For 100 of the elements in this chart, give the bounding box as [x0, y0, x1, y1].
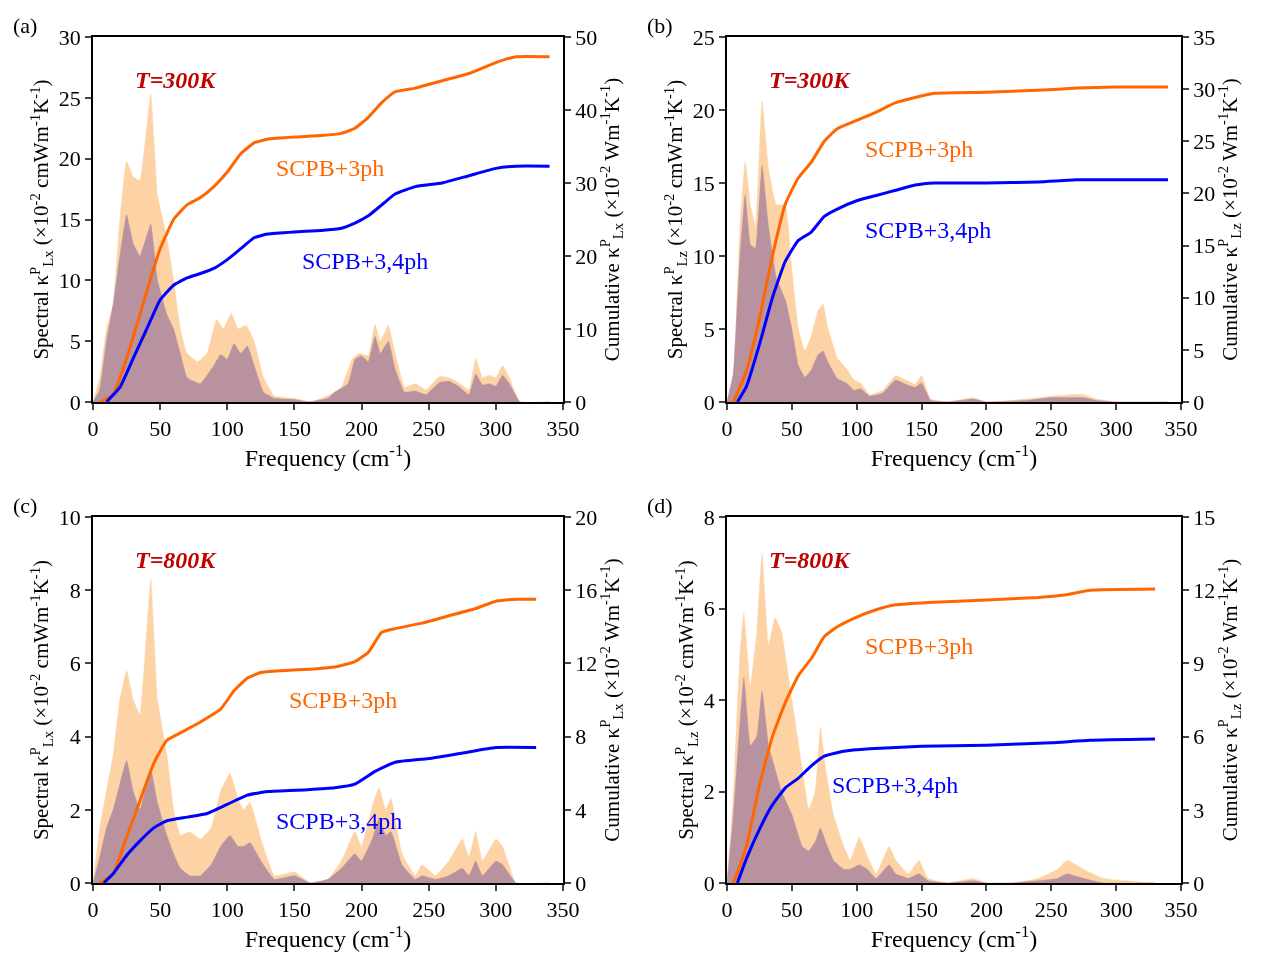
y2-tick-label: 4 — [575, 797, 587, 823]
line-series — [735, 737, 1157, 883]
y-tick-label: 15 — [692, 170, 715, 196]
x-tick-label: 250 — [1034, 897, 1068, 923]
y-tick-label: 25 — [58, 85, 81, 111]
x-tick-label: 100 — [210, 897, 244, 923]
y2-tick-label: 15 — [1193, 233, 1216, 259]
series-label: SCPB+3ph — [289, 687, 398, 713]
y-tick-label: 10 — [58, 504, 81, 530]
y-tick-label: 8 — [69, 577, 81, 603]
y2-tick-label: 20 — [1193, 181, 1216, 207]
y2-tick-label: 50 — [575, 24, 598, 50]
y-tick-label: 10 — [58, 268, 81, 294]
x-tick-label: 150 — [905, 416, 939, 442]
x-tick-label: 350 — [546, 897, 580, 923]
y-tick-label: 0 — [69, 389, 81, 415]
annotation: T=300K — [135, 67, 218, 93]
x-tick-label: 100 — [210, 416, 244, 442]
y-tick-label: 20 — [692, 97, 715, 123]
x-tick-label: 0 — [87, 416, 99, 442]
x-tick-label: 0 — [87, 897, 99, 923]
series-label: SCPB+3,4ph — [302, 248, 429, 274]
chart-title: (b) — [647, 13, 673, 38]
annotation: T=800K — [769, 547, 852, 573]
x-tick-label: 0 — [721, 897, 733, 923]
x-tick-label: 250 — [412, 416, 446, 442]
chart-title: (a) — [13, 13, 38, 38]
series-label: SCPB+3ph — [865, 633, 974, 659]
x-tick-label: 100 — [840, 416, 874, 442]
y-tick-label: 10 — [692, 243, 715, 269]
x-tick-label: 200 — [345, 897, 379, 923]
y-tick-label: 0 — [703, 870, 715, 896]
y2-tick-label: 35 — [1193, 24, 1216, 50]
y2-tick-label: 30 — [575, 170, 598, 196]
x-tick-label: 300 — [479, 897, 513, 923]
y2-tick-label: 25 — [1193, 128, 1216, 154]
y-tick-label: 0 — [703, 389, 715, 415]
y2-tick-label: 9 — [1193, 651, 1205, 677]
y2-tick-label: 15 — [1193, 504, 1216, 530]
x-tick-label: 0 — [721, 416, 733, 442]
x-tick-label: 200 — [345, 416, 379, 442]
x-tick-label: 300 — [1099, 416, 1133, 442]
x-tick-label: 100 — [840, 897, 874, 923]
series-label: SCPB+3,4ph — [832, 772, 959, 798]
x-tick-label: 50 — [149, 416, 172, 442]
y-tick-label: 5 — [703, 316, 715, 342]
y2-tick-label: 0 — [1193, 389, 1205, 415]
y2-tick-label: 5 — [1193, 337, 1205, 363]
y-tick-label: 4 — [69, 724, 81, 750]
series-label: SCPB+3ph — [865, 136, 974, 162]
y-tick-label: 4 — [703, 687, 715, 713]
x-tick-label: 200 — [969, 416, 1003, 442]
y2-tick-label: 0 — [1193, 870, 1205, 896]
x-tick-label: 350 — [546, 416, 580, 442]
y-tick-label: 20 — [58, 146, 81, 172]
y-tick-label: 30 — [58, 24, 81, 50]
y2-tick-label: 8 — [575, 724, 587, 750]
x-tick-label: 50 — [149, 897, 172, 923]
x-tick-label: 300 — [1099, 897, 1133, 923]
x-tick-label: 300 — [479, 416, 513, 442]
x-tick-label: 50 — [780, 416, 803, 442]
chart-title: (c) — [13, 493, 38, 518]
x-axis-title: Frequency (cm$^{-1}$) — [244, 441, 412, 472]
series-label: SCPB+3,4ph — [865, 217, 992, 243]
y2-tick-label: 10 — [575, 316, 598, 342]
x-tick-label: 50 — [780, 897, 803, 923]
x-tick-label: 150 — [277, 416, 311, 442]
annotation: T=300K — [769, 67, 852, 93]
y2-tick-label: 20 — [575, 504, 598, 530]
x-tick-label: 200 — [969, 897, 1003, 923]
y-tick-label: 25 — [692, 24, 715, 50]
y-tick-label: 8 — [703, 504, 715, 530]
x-tick-label: 350 — [1164, 416, 1198, 442]
x-tick-label: 250 — [412, 897, 446, 923]
annotation: T=800K — [135, 547, 218, 573]
y2-tick-label: 40 — [575, 97, 598, 123]
y-tick-label: 6 — [703, 596, 715, 622]
y-tick-label: 15 — [58, 207, 81, 233]
y-tick-label: 5 — [69, 328, 81, 354]
y2-tick-label: 20 — [575, 243, 598, 269]
y-tick-label: 0 — [69, 870, 81, 896]
y-tick-label: 2 — [69, 797, 81, 823]
x-axis-title: Frequency (cm$^{-1}$) — [244, 922, 412, 953]
y2-tick-label: 16 — [575, 577, 598, 603]
series-label: SCPB+3,4ph — [276, 808, 403, 834]
x-tick-label: 150 — [277, 897, 311, 923]
y-tick-label: 2 — [703, 779, 715, 805]
x-tick-label: 250 — [1034, 416, 1068, 442]
series-label: SCPB+3ph — [276, 155, 385, 181]
x-axis-title: Frequency (cm$^{-1}$) — [870, 441, 1038, 472]
y2-tick-label: 0 — [575, 389, 587, 415]
y2-tick-label: 12 — [575, 651, 598, 677]
x-tick-label: 350 — [1164, 897, 1198, 923]
y2-tick-label: 3 — [1193, 797, 1205, 823]
x-axis-title: Frequency (cm$^{-1}$) — [870, 922, 1038, 953]
y-tick-label: 6 — [69, 651, 81, 677]
chart-title: (d) — [647, 493, 673, 518]
x-tick-label: 150 — [905, 897, 939, 923]
y2-tick-label: 0 — [575, 870, 587, 896]
y2-tick-label: 6 — [1193, 724, 1205, 750]
